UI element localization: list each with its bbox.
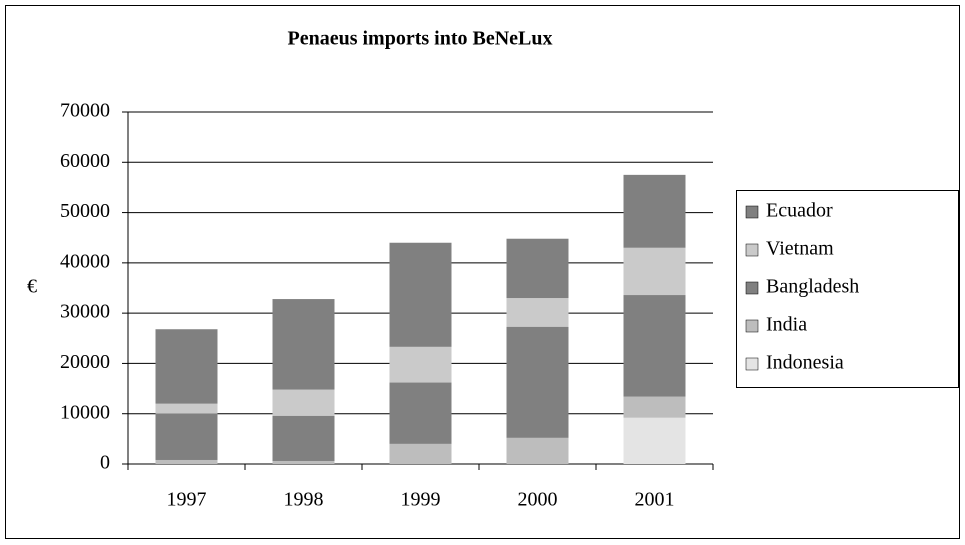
y-tick-label: 40000 — [60, 250, 110, 272]
bar-segment — [506, 437, 569, 464]
bar-segment — [389, 346, 452, 383]
bar-segment — [623, 174, 686, 248]
legend-label: Bangladesh — [766, 276, 859, 298]
bar-segment — [272, 460, 335, 464]
bar-segment — [155, 329, 218, 404]
x-tick-label: 2001 — [635, 489, 675, 511]
x-tick-label: 1997 — [167, 489, 207, 511]
chart-title: Penaeus imports into BeNeLux — [288, 28, 553, 50]
legend-swatch — [745, 205, 759, 219]
y-axis-label: € — [27, 276, 37, 298]
legend-label: Ecuador — [766, 200, 833, 222]
y-tick-label: 50000 — [60, 200, 110, 222]
bar-segment — [623, 396, 686, 418]
y-tick-label: 0 — [100, 452, 110, 474]
legend — [736, 190, 959, 388]
x-tick-label: 1999 — [401, 489, 441, 511]
bar-segment — [155, 459, 218, 464]
legend-swatch — [745, 281, 759, 295]
bar-segment — [155, 403, 218, 414]
y-tick-label: 20000 — [60, 351, 110, 373]
bar-segment — [623, 295, 686, 397]
bar-segment — [272, 415, 335, 461]
bar-segment — [623, 247, 686, 296]
bar-segment — [389, 242, 452, 347]
bar-segment — [623, 417, 686, 464]
x-tick-label: 1998 — [284, 489, 324, 511]
x-tick-label: 2000 — [518, 489, 558, 511]
legend-swatch — [745, 319, 759, 333]
y-tick-label: 60000 — [60, 150, 110, 172]
bar-segment — [389, 443, 452, 464]
legend-label: Vietnam — [766, 238, 834, 260]
legend-swatch — [745, 243, 759, 257]
bar-segment — [272, 299, 335, 390]
bar-segment — [506, 326, 569, 438]
bar-segment — [506, 238, 569, 299]
y-tick-label: 30000 — [60, 301, 110, 323]
bar-segment — [389, 382, 452, 444]
legend-swatch — [745, 357, 759, 371]
y-tick-label: 70000 — [60, 100, 110, 122]
legend-label: Indonesia — [766, 352, 844, 374]
legend-label: India — [766, 314, 807, 336]
bar-segment — [272, 389, 335, 416]
bar-segment — [506, 298, 569, 327]
bar-segment — [155, 413, 218, 460]
y-tick-label: 10000 — [60, 401, 110, 423]
